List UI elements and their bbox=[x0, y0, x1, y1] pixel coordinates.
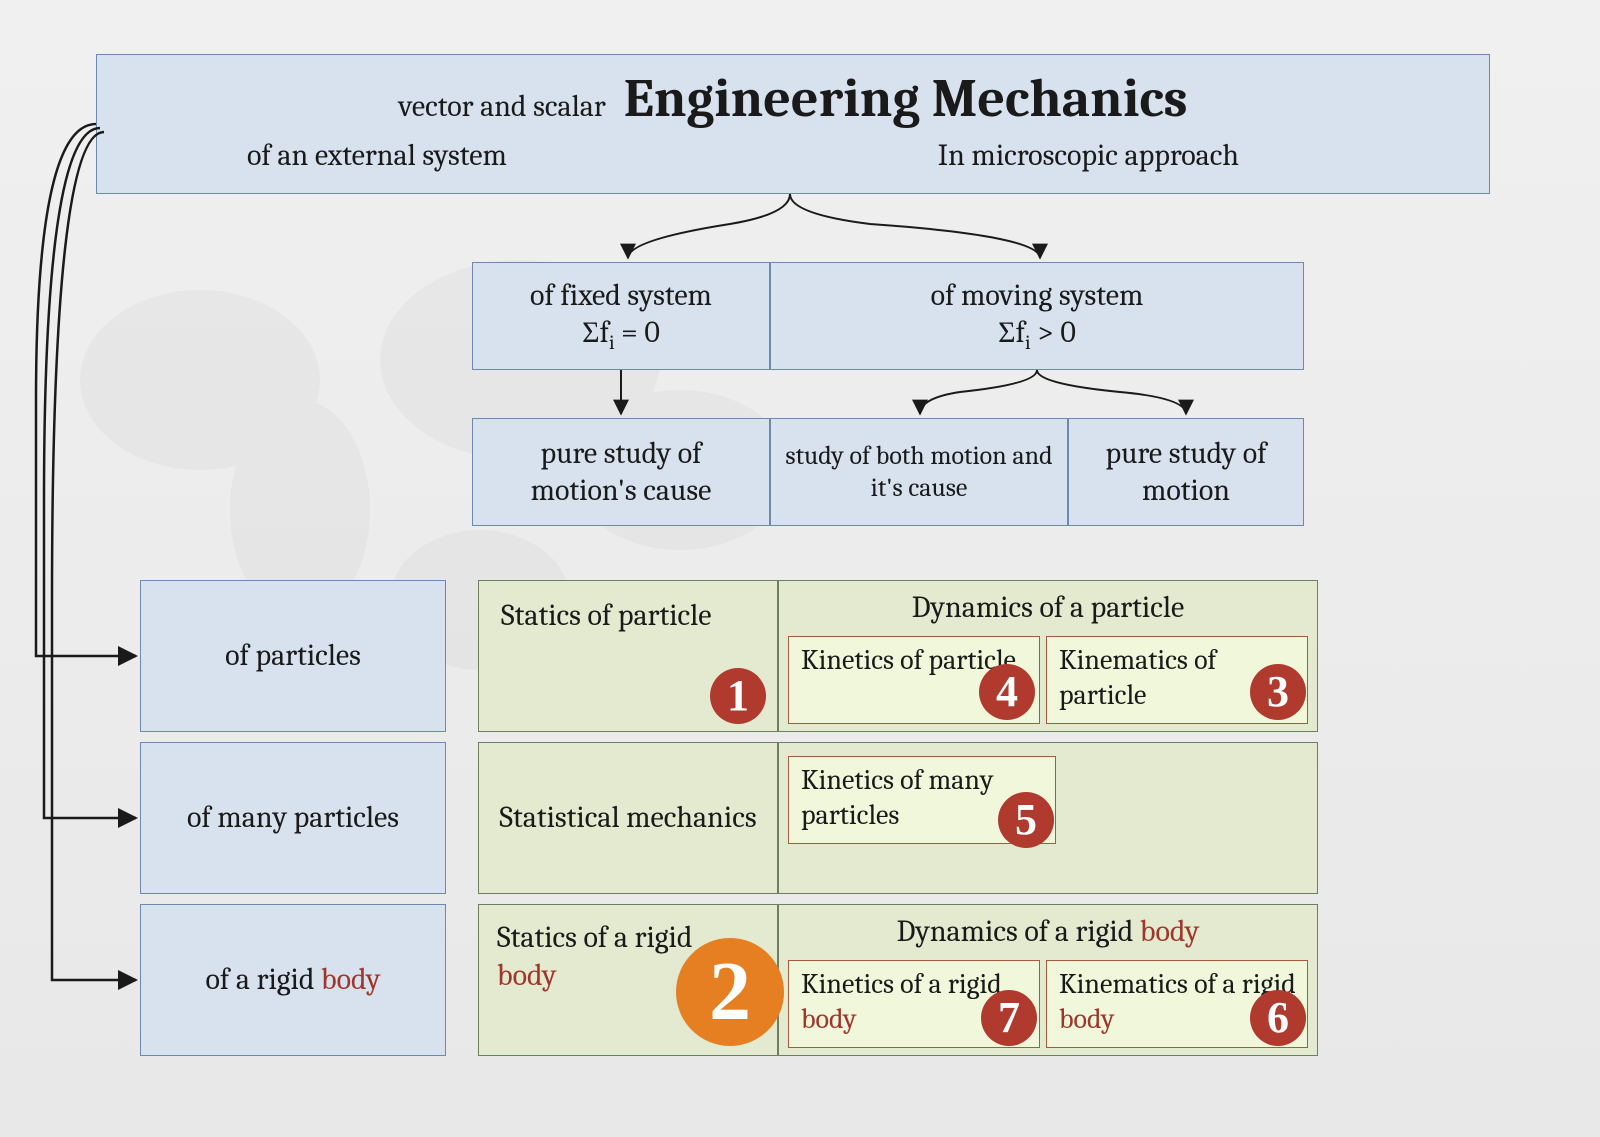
side-many-box: of many particles bbox=[140, 742, 446, 894]
level3-both-text: study of both motion and it's cause bbox=[771, 440, 1067, 505]
header-line2-left: of an external system bbox=[247, 138, 507, 173]
number-circle-1: 1 bbox=[710, 668, 766, 724]
number-circle-7: 7 bbox=[981, 990, 1037, 1046]
level3-motion-box: pure study of motion bbox=[1068, 418, 1304, 526]
level3-motion-text: pure study of motion bbox=[1069, 435, 1303, 510]
number-circle-4: 4 bbox=[979, 664, 1035, 720]
number-circle-6: 6 bbox=[1250, 990, 1306, 1046]
side-particles-box: of particles bbox=[140, 580, 446, 732]
header-box: vector and scalar Engineering Mechanics … bbox=[96, 54, 1490, 194]
side-many-text: of many particles bbox=[187, 799, 399, 837]
level3-cause-text: pure study of motion's cause bbox=[473, 435, 769, 510]
level3-cause-box: pure study of motion's cause bbox=[472, 418, 770, 526]
side-rigid-text: of a rigid body bbox=[205, 961, 380, 999]
header-title: Engineering Mechanics bbox=[624, 67, 1188, 130]
level2-fixed-label: of fixed system bbox=[530, 277, 712, 315]
row2-stat-box: Statistical mechanics bbox=[478, 742, 778, 894]
number-circle-2: 2 bbox=[676, 938, 784, 1046]
row2-stat-text: Statistical mechanics bbox=[485, 799, 770, 837]
row1-statics-text: Statics of particle bbox=[479, 581, 777, 635]
level2-moving-formula: Σfi > 0 bbox=[998, 314, 1076, 355]
level2-moving-label: of moving system bbox=[931, 277, 1144, 315]
level3-both-box: study of both motion and it's cause bbox=[770, 418, 1068, 526]
header-line2-right: In microscopic approach bbox=[938, 138, 1419, 173]
side-particles-text: of particles bbox=[225, 637, 361, 675]
header-line1-left: vector and scalar bbox=[398, 89, 605, 124]
level2-moving-box: of moving system Σfi > 0 bbox=[770, 262, 1304, 370]
number-circle-3: 3 bbox=[1250, 664, 1306, 720]
row3-dynamics-header: Dynamics of a rigid body bbox=[779, 905, 1317, 951]
side-rigid-box: of a rigid body bbox=[140, 904, 446, 1056]
number-circle-5: 5 bbox=[998, 792, 1054, 848]
level2-fixed-formula: Σfi = 0 bbox=[582, 314, 660, 355]
level2-fixed-box: of fixed system Σfi = 0 bbox=[472, 262, 770, 370]
row1-dynamics-header: Dynamics of a particle bbox=[779, 581, 1317, 627]
